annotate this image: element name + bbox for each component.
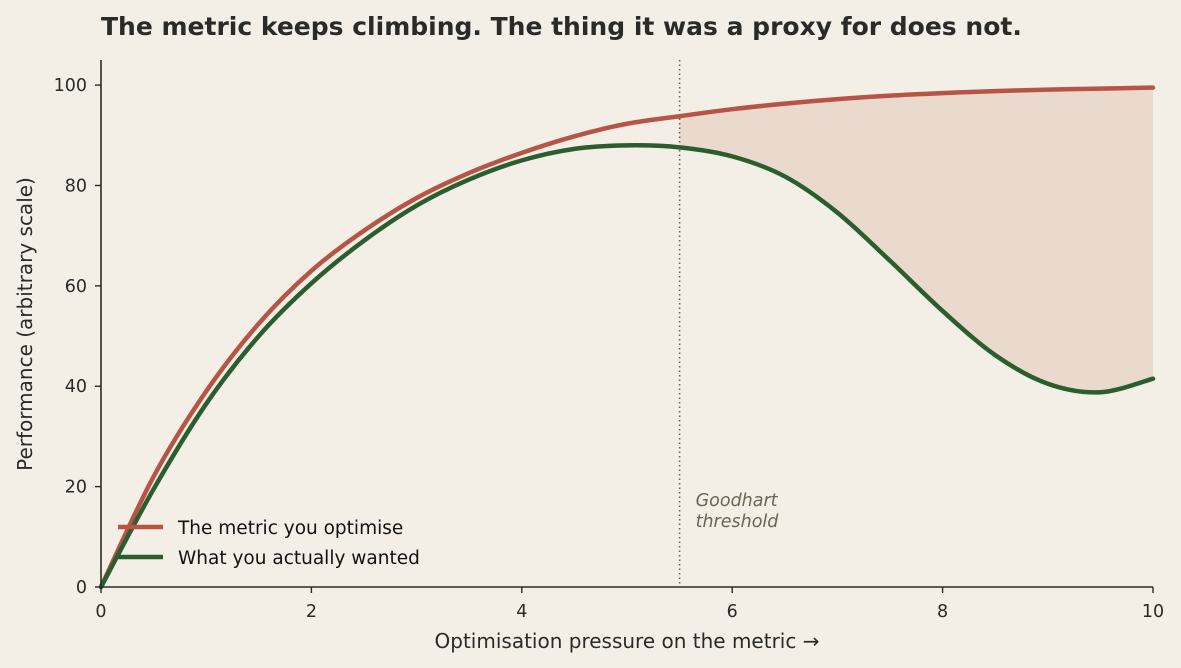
y-tick-label: 40 (65, 377, 87, 397)
x-tick-label: 2 (306, 602, 317, 622)
x-tick-label: 8 (937, 602, 948, 622)
series-line-metric (98, 85, 1156, 590)
y-tick-label: 80 (65, 176, 87, 196)
y-tick-label: 100 (54, 76, 87, 96)
threshold-annotation-line: Goodhart (696, 491, 779, 511)
y-axis-label: Performance (arbitrary scale) (13, 177, 37, 471)
x-tick-label: 4 (516, 602, 527, 622)
x-tick-label: 6 (727, 602, 738, 622)
gap-fill-area (679, 87, 1153, 393)
x-tick-label: 10 (1142, 602, 1164, 622)
y-tick-label: 0 (76, 578, 87, 598)
y-tick-label: 20 (65, 478, 87, 498)
series-line-wanted (98, 143, 1156, 590)
chart-title: The metric keeps climbing. The thing it … (101, 12, 1022, 41)
legend-label: What you actually wanted (178, 548, 420, 569)
y-tick-label: 60 (65, 277, 87, 297)
legend-label: The metric you optimise (177, 518, 403, 539)
x-axis-label: Optimisation pressure on the metric → (435, 629, 820, 653)
threshold-annotation-line: threshold (696, 512, 780, 532)
x-tick-label: 0 (95, 602, 106, 622)
